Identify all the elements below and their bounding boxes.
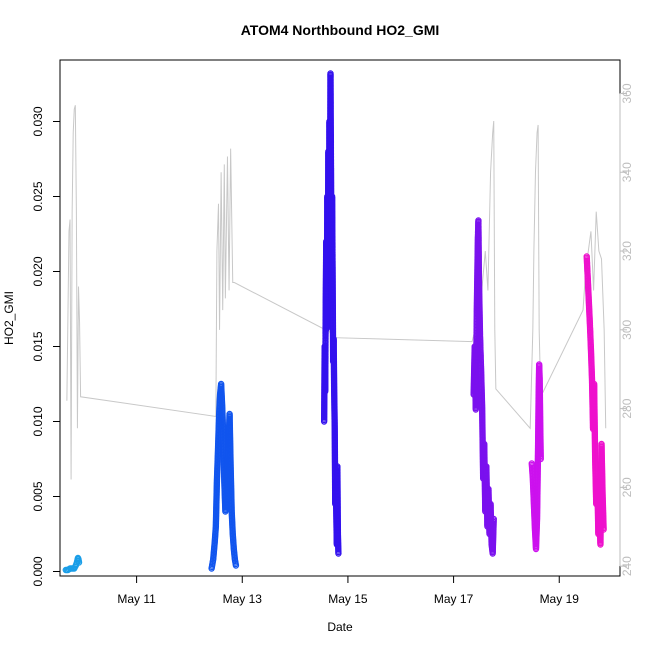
series-4 (470, 217, 497, 557)
y-axis-label: HO2_GMI (2, 291, 16, 345)
data-point (537, 455, 544, 463)
x-tick-label: May 17 (434, 592, 474, 606)
y-tick-label: 0.010 (31, 406, 45, 436)
y2-tick-label: 340 (620, 162, 634, 182)
y-tick-label: 0.025 (31, 181, 45, 211)
y2-tick-label: 280 (620, 398, 634, 418)
y2-tick-label: 360 (620, 83, 634, 103)
y-tick-label: 0.030 (31, 106, 45, 136)
series-5 (528, 361, 544, 553)
x-axis: May 11 May 13 May 15 May 17 May 19 (117, 575, 580, 606)
x-tick-label: May 13 (223, 592, 263, 606)
y-tick-label: 0.020 (31, 256, 45, 286)
chart-title: ATOM4 Northbound HO2_GMI (241, 22, 440, 38)
y2-tick-label: 320 (620, 241, 634, 261)
y2-tick-label: 240 (620, 556, 634, 576)
points-layer (62, 70, 607, 574)
y-tick-label: 0.005 (31, 481, 45, 511)
x-tick-label: May 15 (328, 592, 368, 606)
series-1 (62, 554, 83, 574)
y-tick-label: 0.000 (31, 556, 45, 586)
data-point (490, 515, 497, 523)
data-point (232, 562, 240, 569)
x-tick-label: May 11 (117, 592, 156, 606)
x-axis-label: Date (327, 620, 353, 634)
y-axis: 0.000 0.005 0.010 0.015 0.020 0.025 0.030 (31, 106, 61, 587)
series-6 (583, 253, 607, 548)
y2-tick-label: 260 (620, 477, 634, 497)
series-2 (208, 380, 240, 572)
y-tick-label: 0.015 (31, 331, 45, 361)
y2-tick-label: 300 (620, 319, 634, 339)
data-point (335, 550, 342, 557)
data-point (75, 559, 83, 566)
data-point (600, 526, 607, 533)
series-3 (320, 70, 342, 557)
x-tick-label: May 19 (540, 592, 580, 606)
y2-axis: 240 260 280 300 320 340 360 (619, 83, 634, 576)
